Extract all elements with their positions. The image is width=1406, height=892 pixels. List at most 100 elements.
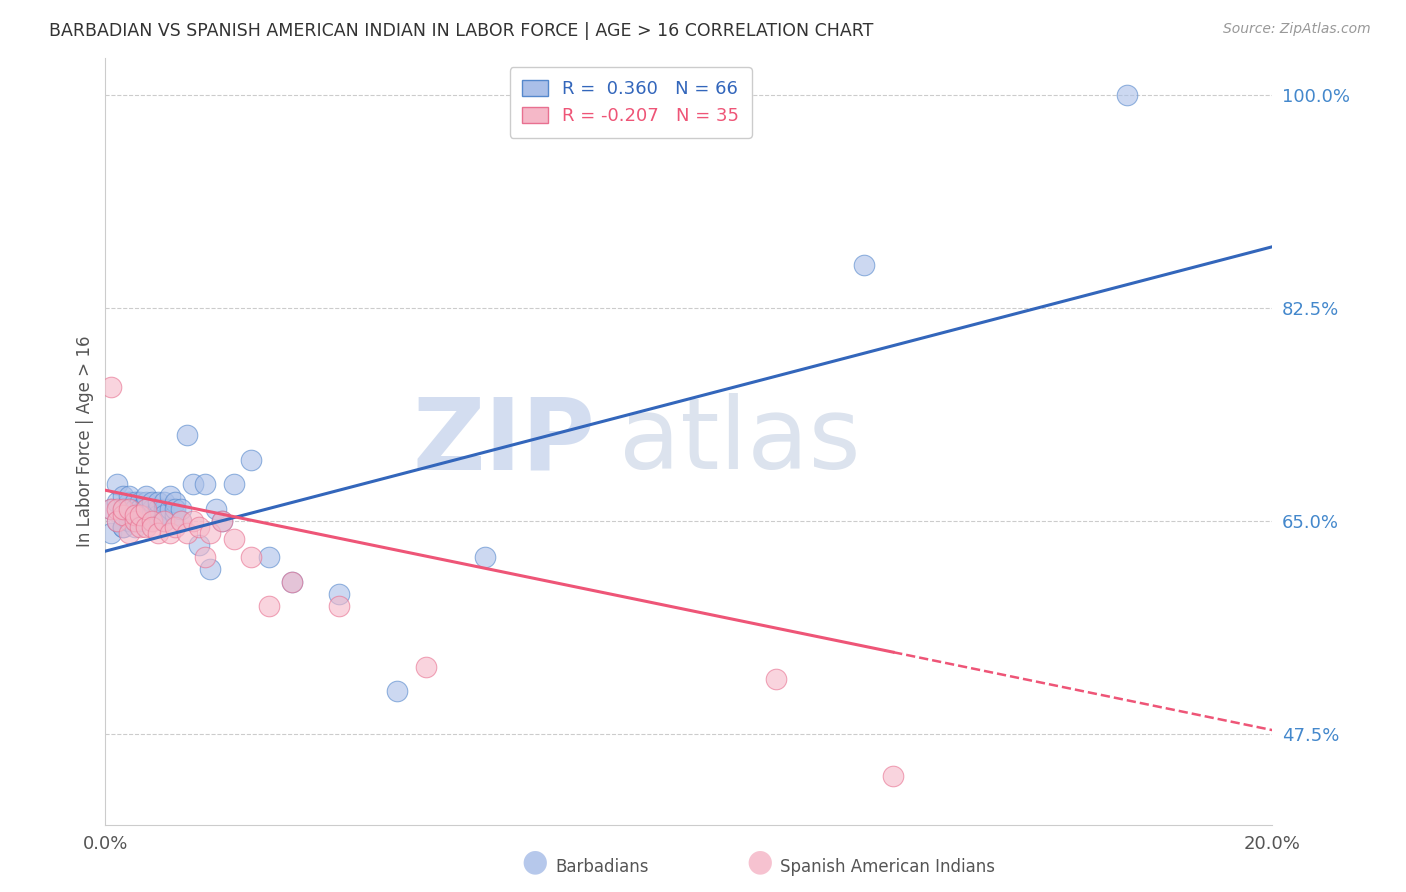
Point bbox=[124, 501, 146, 516]
Legend: R =  0.360   N = 66, R = -0.207   N = 35: R = 0.360 N = 66, R = -0.207 N = 35 bbox=[509, 67, 752, 138]
Point bbox=[124, 514, 146, 528]
Point bbox=[111, 501, 134, 516]
Point bbox=[187, 520, 209, 534]
Point bbox=[100, 501, 122, 516]
Point bbox=[181, 477, 204, 491]
Point bbox=[124, 520, 146, 534]
Point bbox=[328, 587, 350, 601]
Point bbox=[100, 525, 122, 540]
Point bbox=[882, 769, 904, 783]
Point bbox=[146, 501, 169, 516]
Point bbox=[222, 477, 245, 491]
Point bbox=[129, 495, 152, 509]
Point bbox=[222, 532, 245, 546]
Point bbox=[328, 599, 350, 613]
Point bbox=[129, 501, 152, 516]
Point bbox=[118, 501, 141, 516]
Point bbox=[141, 508, 163, 522]
Point bbox=[165, 508, 187, 522]
Point bbox=[105, 495, 128, 509]
Point bbox=[153, 508, 174, 522]
Point bbox=[135, 501, 157, 516]
Point bbox=[240, 452, 263, 467]
Point bbox=[257, 599, 280, 613]
Point bbox=[124, 508, 146, 522]
Point bbox=[124, 501, 146, 516]
Point bbox=[118, 489, 141, 503]
Point bbox=[129, 514, 152, 528]
Point bbox=[205, 501, 228, 516]
Point bbox=[165, 520, 187, 534]
Point bbox=[159, 501, 181, 516]
Point bbox=[135, 495, 157, 509]
Point bbox=[765, 672, 787, 686]
Point bbox=[118, 501, 141, 516]
Point bbox=[170, 514, 193, 528]
Point bbox=[153, 501, 174, 516]
Point bbox=[170, 501, 193, 516]
Text: BARBADIAN VS SPANISH AMERICAN INDIAN IN LABOR FORCE | AGE > 16 CORRELATION CHART: BARBADIAN VS SPANISH AMERICAN INDIAN IN … bbox=[49, 22, 873, 40]
Point bbox=[1115, 87, 1137, 102]
Text: ●: ● bbox=[747, 847, 772, 876]
Point bbox=[129, 501, 152, 516]
Text: ●: ● bbox=[522, 847, 547, 876]
Point bbox=[100, 501, 122, 516]
Point bbox=[153, 514, 174, 528]
Point bbox=[111, 508, 134, 522]
Point bbox=[124, 514, 146, 528]
Point bbox=[146, 525, 169, 540]
Point bbox=[141, 514, 163, 528]
Point bbox=[153, 514, 174, 528]
Point bbox=[141, 501, 163, 516]
Point bbox=[118, 501, 141, 516]
Point bbox=[257, 550, 280, 565]
Point bbox=[129, 520, 152, 534]
Point bbox=[211, 514, 233, 528]
Point bbox=[153, 495, 174, 509]
Text: Barbadians: Barbadians bbox=[555, 858, 650, 876]
Point bbox=[111, 520, 134, 534]
Text: ZIP: ZIP bbox=[413, 393, 596, 490]
Point bbox=[105, 514, 128, 528]
Y-axis label: In Labor Force | Age > 16: In Labor Force | Age > 16 bbox=[76, 335, 94, 548]
Point bbox=[852, 258, 875, 272]
Point bbox=[281, 574, 304, 589]
Point bbox=[170, 514, 193, 528]
Point bbox=[159, 525, 181, 540]
Point bbox=[105, 501, 128, 516]
Point bbox=[181, 514, 204, 528]
Point bbox=[135, 489, 157, 503]
Point bbox=[474, 550, 496, 565]
Point bbox=[415, 660, 437, 674]
Point bbox=[200, 525, 222, 540]
Point bbox=[129, 508, 152, 522]
Point bbox=[240, 550, 263, 565]
Point bbox=[124, 495, 146, 509]
Point bbox=[176, 428, 198, 442]
Point bbox=[100, 380, 122, 394]
Point bbox=[105, 477, 128, 491]
Text: atlas: atlas bbox=[619, 393, 860, 490]
Text: Spanish American Indians: Spanish American Indians bbox=[780, 858, 995, 876]
Point bbox=[118, 525, 141, 540]
Point bbox=[141, 514, 163, 528]
Point bbox=[105, 514, 128, 528]
Point bbox=[200, 562, 222, 576]
Point bbox=[194, 477, 217, 491]
Point bbox=[146, 495, 169, 509]
Point bbox=[165, 495, 187, 509]
Point bbox=[118, 514, 141, 528]
Point bbox=[135, 501, 157, 516]
Point bbox=[194, 550, 217, 565]
Point bbox=[146, 508, 169, 522]
Point bbox=[118, 495, 141, 509]
Point bbox=[129, 508, 152, 522]
Point bbox=[141, 495, 163, 509]
Point bbox=[281, 574, 304, 589]
Point bbox=[135, 501, 157, 516]
Point bbox=[135, 508, 157, 522]
Point bbox=[118, 508, 141, 522]
Point bbox=[187, 538, 209, 552]
Point bbox=[111, 520, 134, 534]
Point bbox=[159, 489, 181, 503]
